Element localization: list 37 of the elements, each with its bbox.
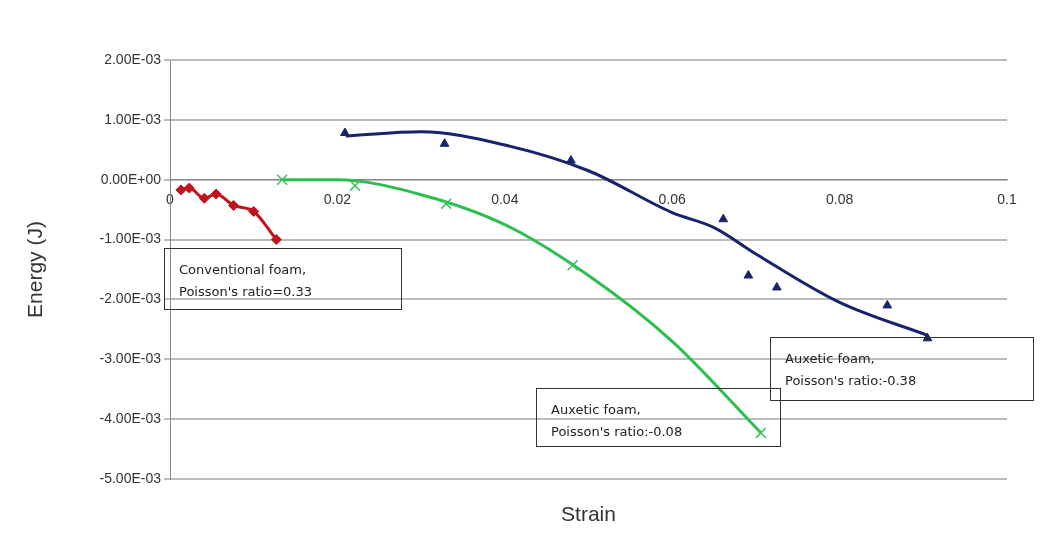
point <box>340 127 350 137</box>
y-tick-label: 0.00E+00 <box>100 170 162 187</box>
point <box>440 197 452 210</box>
point <box>270 234 282 246</box>
y-tick-label: -2.00E-03 <box>99 290 162 307</box>
x-tick-label: 0.1 <box>997 190 1017 207</box>
y-tick-label: -4.00E-03 <box>99 410 162 426</box>
point <box>882 299 893 309</box>
x-tick-label: 0.04 <box>491 190 519 207</box>
point <box>210 188 222 200</box>
x-tick-label: 0.06 <box>658 190 687 207</box>
y-tick-label: -3.00E-03 <box>99 350 162 367</box>
point <box>183 182 195 194</box>
x-tick-label: 0.08 <box>825 190 854 207</box>
point <box>248 205 260 217</box>
point <box>175 184 187 196</box>
point <box>772 281 782 291</box>
point <box>743 269 754 279</box>
point <box>228 199 240 211</box>
annotation: Auxetic foam, Poisson's ratio:-0.38 <box>770 337 1034 401</box>
point <box>198 192 210 204</box>
point <box>566 259 579 272</box>
point <box>276 174 288 186</box>
point <box>349 180 361 192</box>
y-tick-label: -5.00E-03 <box>99 469 162 486</box>
x-tick-label: 0.02 <box>323 190 352 207</box>
y-tick-label: -1.00E-03 <box>99 230 162 247</box>
y-axis-title: Energy (J) <box>23 221 47 318</box>
y-tick-label: 1.00E-03 <box>104 110 162 127</box>
point <box>566 155 576 164</box>
point <box>718 213 729 223</box>
annotation: Conventional foam, Poisson's ratio=0.33 <box>164 248 402 310</box>
x-axis-title: Strain <box>561 502 616 525</box>
point <box>439 138 450 147</box>
point <box>755 427 767 439</box>
annotation: Auxetic foam, Poisson's ratio:-0.08 <box>536 388 781 447</box>
y-tick-label: 2.00E-03 <box>104 50 162 67</box>
